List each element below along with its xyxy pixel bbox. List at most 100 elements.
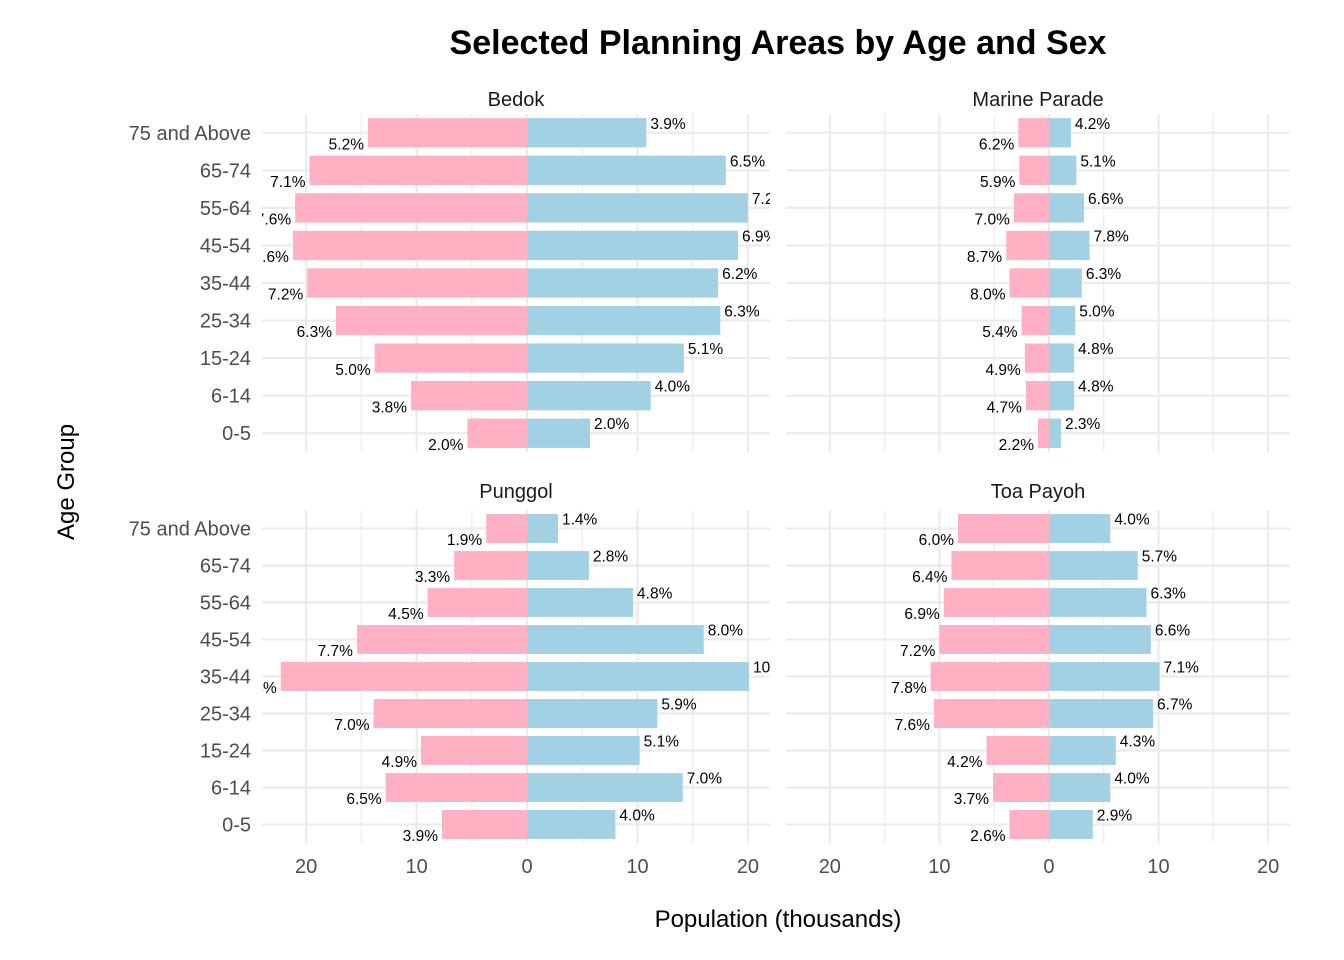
- data-label-female: 7.0%: [975, 212, 1011, 229]
- bar-female-0-5: [1009, 810, 1049, 839]
- bars: 2.6% 3.7% 4.2% 7.6% 7.8% 7.2% 6.9% 6.4% 6.0% 2.9%…: [891, 512, 1199, 845]
- facet-strip-label: Bedok: [488, 89, 546, 111]
- bars: 3.9% 6.5% 4.9% 7.0% 11.3% 7.7% 4.5% 3.3% 1.9% 4.0…: [262, 512, 797, 844]
- data-label-male: 4.0%: [1114, 512, 1150, 529]
- data-label-male: 6.6%: [1088, 191, 1124, 208]
- data-label-female: 7.6%: [256, 212, 292, 229]
- bars: 2.2% 4.7% 4.9% 5.4% 8.0% 8.7% 7.0% 5.9% 6.2% 2.3%…: [967, 116, 1129, 452]
- data-label-female: 5.9%: [980, 174, 1016, 191]
- bar-male-15-24: [1048, 736, 1116, 765]
- data-label-male: 4.0%: [655, 379, 691, 396]
- bar-female-6-14: [993, 773, 1049, 802]
- y-tick-label: 25-34: [200, 704, 251, 726]
- panel-bedok: Bedok 2.0% 3.8% 5.0% 6.3% 7.2% 7.6% 7.6% 7.1% 5.2…: [129, 89, 778, 452]
- bar-female-65-74: [309, 155, 528, 185]
- bar-female-55-64: [295, 193, 528, 223]
- data-label-male: 5.7%: [1142, 549, 1178, 566]
- data-label-male: 4.0%: [619, 808, 655, 825]
- data-label-female: 4.9%: [986, 362, 1022, 379]
- data-label-female: 6.0%: [919, 532, 955, 549]
- bar-male-25-34: [1048, 305, 1076, 336]
- y-tick-label: 15-24: [200, 741, 251, 763]
- bar-female-35-44: [307, 268, 528, 298]
- bar-male-15-24: [527, 343, 684, 373]
- bar-female-25-34: [335, 305, 528, 336]
- bar-male-35-44: [1048, 662, 1160, 691]
- y-tick-label: 15-24: [200, 348, 251, 370]
- data-label-male: 2.0%: [594, 416, 630, 433]
- bar-female-35-44: [1009, 268, 1049, 298]
- y-tick-label: 0-5: [222, 815, 251, 837]
- data-label-male: 6.3%: [1150, 586, 1186, 603]
- bar-male-0-5: [527, 810, 616, 839]
- x-tick-label: 10: [405, 856, 427, 878]
- x-tick-label: 20: [1257, 856, 1279, 878]
- bar-female-35-44: [280, 662, 528, 691]
- facet-panels: Bedok 2.0% 3.8% 5.0% 6.3% 7.2% 7.6% 7.6% 7.1% 5.2…: [129, 89, 1290, 878]
- data-label-female: 5.4%: [982, 324, 1018, 341]
- data-label-male: 10.0%: [753, 660, 797, 677]
- bar-male-25-34: [527, 699, 658, 728]
- bar-male-6-14: [1048, 773, 1111, 802]
- bar-female-0-5: [467, 418, 528, 448]
- bar-female-65-74: [951, 551, 1049, 580]
- bar-male-45-54: [527, 625, 704, 654]
- y-tick-label: 0-5: [222, 423, 251, 445]
- data-label-female: 8.0%: [970, 287, 1006, 304]
- y-tick-label: 45-54: [200, 235, 251, 257]
- data-label-male: 6.3%: [724, 304, 760, 321]
- bar-male-35-44: [527, 268, 719, 298]
- bar-male-65-74: [527, 155, 726, 185]
- data-label-male: 2.3%: [1065, 416, 1101, 433]
- bar-female-75-and-above: [486, 514, 528, 543]
- bar-female-15-24: [986, 736, 1049, 765]
- bar-male-15-24: [527, 736, 640, 765]
- data-label-female: 6.2%: [979, 136, 1015, 153]
- bar-male-45-54: [1048, 230, 1090, 261]
- data-label-female: 7.6%: [895, 717, 931, 734]
- y-tick-label: 75 and Above: [129, 519, 251, 541]
- data-label-male: 8.0%: [708, 623, 744, 640]
- data-label-male: 4.0%: [1114, 771, 1150, 788]
- data-label-female: 5.0%: [335, 362, 371, 379]
- bar-male-6-14: [527, 381, 651, 411]
- bar-male-0-5: [1048, 810, 1093, 839]
- bar-female-15-24: [374, 343, 528, 373]
- bar-male-35-44: [527, 662, 750, 691]
- data-label-male: 4.8%: [637, 586, 673, 603]
- bar-female-0-5: [442, 810, 528, 839]
- data-label-male: 4.8%: [1078, 341, 1114, 358]
- facet-strip-label: Toa Payoh: [991, 481, 1086, 503]
- data-label-male: 2.8%: [593, 549, 629, 566]
- bar-male-55-64: [1048, 588, 1147, 617]
- data-label-female: 3.3%: [415, 569, 451, 586]
- facet-strip-label: Marine Parade: [972, 89, 1103, 111]
- bar-female-25-34: [1021, 305, 1049, 336]
- x-axis-title: Population (thousands): [655, 906, 902, 933]
- grid: [786, 114, 1290, 452]
- data-label-male: 7.0%: [687, 771, 723, 788]
- bar-female-45-54: [1006, 230, 1049, 261]
- y-axis-title: Age Group: [53, 424, 80, 540]
- data-label-female: 4.7%: [987, 399, 1023, 416]
- data-label-male: 5.1%: [688, 341, 724, 358]
- data-label-male: 1.4%: [562, 512, 598, 529]
- bar-female-35-44: [930, 662, 1049, 691]
- bar-female-45-54: [292, 230, 528, 261]
- data-label-female: 4.5%: [388, 606, 424, 623]
- data-label-female: 2.6%: [970, 828, 1006, 845]
- data-label-female: 3.7%: [954, 791, 990, 808]
- y-tick-label: 75 and Above: [129, 123, 251, 145]
- bar-male-45-54: [1048, 625, 1151, 654]
- bar-female-65-74: [1019, 155, 1049, 185]
- data-label-female: 7.7%: [318, 643, 354, 660]
- data-label-male: 6.9%: [742, 228, 778, 245]
- bar-female-55-64: [427, 588, 528, 617]
- data-label-female: 3.8%: [372, 399, 408, 416]
- panel-punggol: Punggol 3.9% 6.5% 4.9% 7.0% 11.3% 7.7% 4.5% 3.3%…: [129, 481, 797, 878]
- chart-title: Selected Planning Areas by Age and Sex: [450, 24, 1107, 62]
- bar-female-45-54: [939, 625, 1049, 654]
- y-tick-label: 25-34: [200, 311, 251, 333]
- data-label-male: 7.8%: [1093, 228, 1129, 245]
